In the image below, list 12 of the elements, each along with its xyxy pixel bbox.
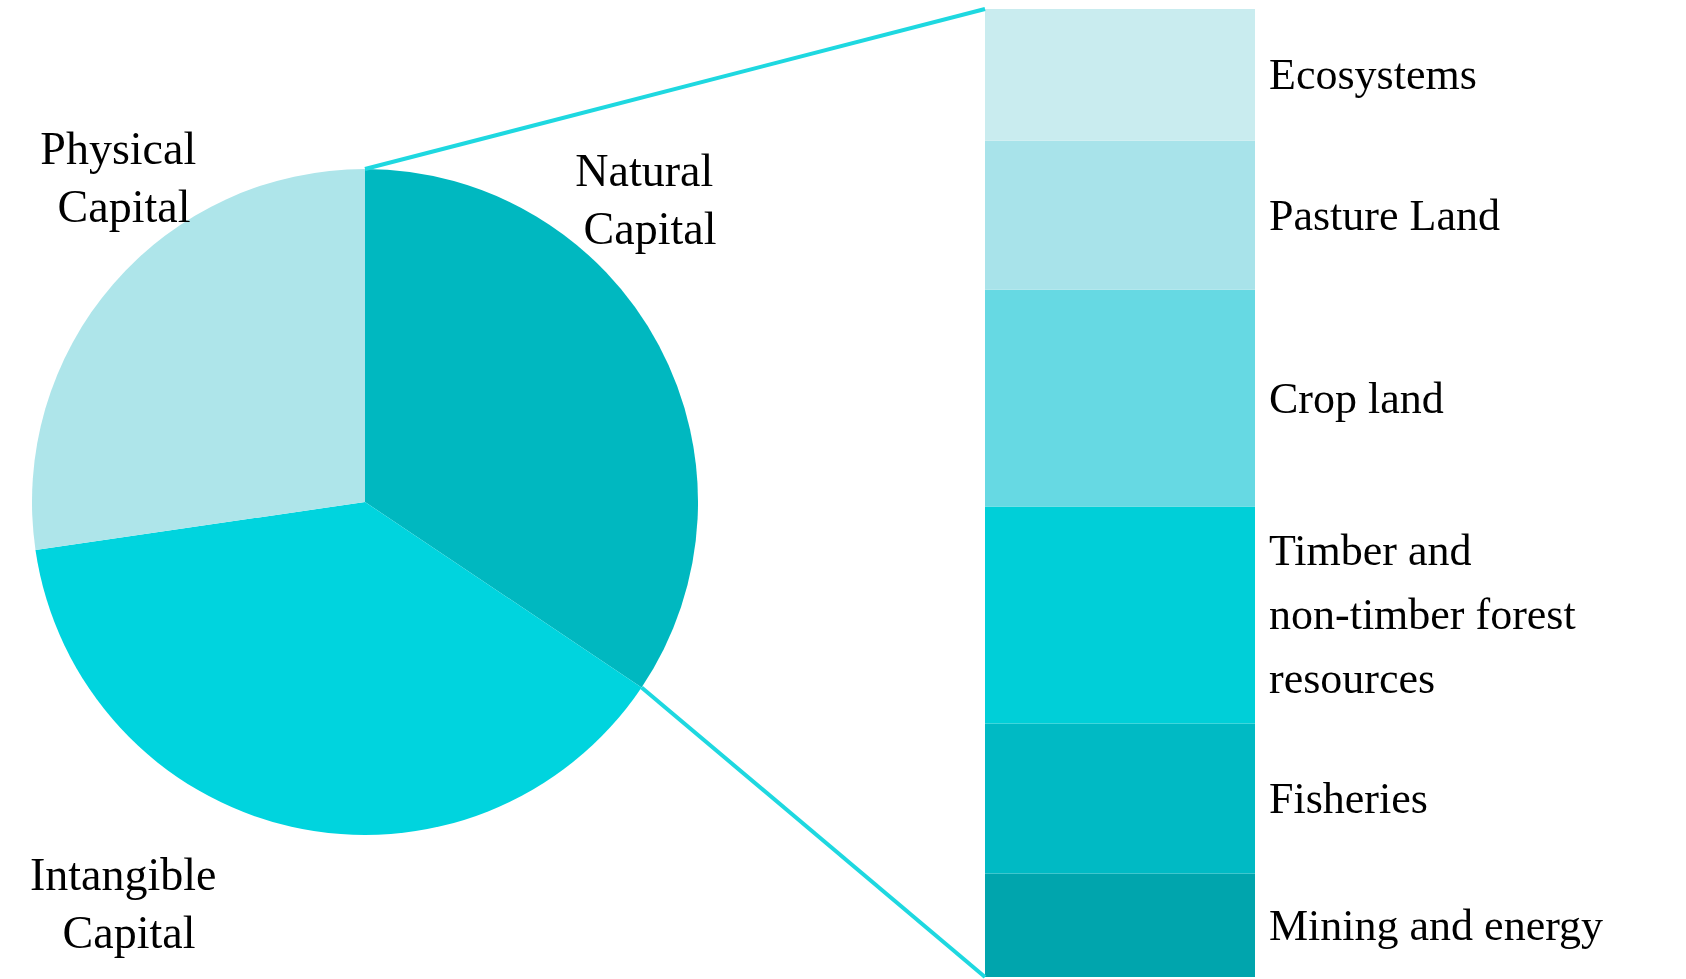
series-label: Timber and non-timber forest resources [1269, 526, 1587, 704]
series-label: Mining and energy [1269, 900, 1604, 950]
series-label: Crop land [1269, 373, 1444, 423]
series-label: Fisheries [1269, 773, 1428, 823]
bar [985, 140, 1255, 290]
series-label: Ecosystems [1269, 50, 1477, 100]
slice-label: Intangible Capital [30, 848, 228, 958]
series-label: Pasture Land [1269, 190, 1500, 240]
bar [985, 289, 1255, 507]
slice-label: Natural Capital [575, 144, 725, 254]
slice-label: Physical Capital [40, 122, 208, 232]
bar [985, 506, 1255, 724]
